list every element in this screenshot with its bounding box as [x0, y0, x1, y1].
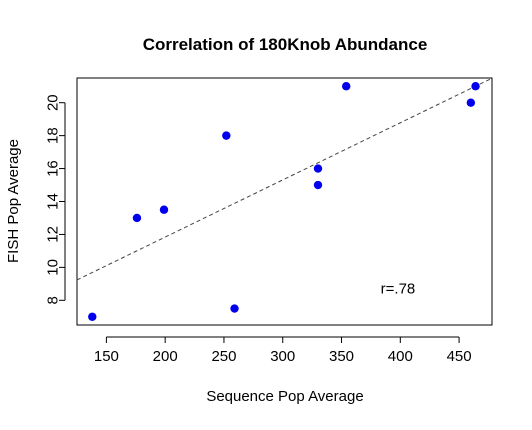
x-axis-label: Sequence Pop Average: [206, 388, 363, 405]
x-tick-label: 400: [388, 348, 413, 365]
y-tick-label: 12: [45, 226, 62, 243]
x-axis: 150 200 250 300 350 400 450: [94, 336, 472, 365]
data-point: [88, 312, 97, 321]
chart-title: Correlation of 180Knob Abundance: [143, 35, 428, 54]
data-point: [132, 213, 142, 223]
x-tick-label: 350: [329, 348, 354, 365]
x-tick-label: 300: [270, 348, 295, 365]
points-layer: [88, 82, 480, 321]
data-point: [471, 82, 480, 91]
y-axis: 8 10 12 14 16 18 20: [45, 94, 66, 304]
y-axis-label: FISH Pop Average: [5, 139, 22, 263]
x-tick-label: 200: [153, 348, 178, 365]
x-tick-label: 150: [94, 348, 119, 365]
data-point: [466, 98, 476, 107]
y-tick-label: 14: [45, 193, 62, 210]
data-point: [342, 82, 351, 91]
x-tick-label: 450: [447, 348, 472, 365]
y-tick-label: 16: [45, 160, 62, 177]
plot-frame: [76, 77, 493, 326]
y-tick-label: 8: [45, 296, 62, 304]
y-tick-label: 18: [45, 127, 62, 144]
trendline: [76, 77, 493, 281]
data-point: [222, 131, 231, 140]
x-tick-label: 250: [211, 348, 236, 365]
y-tick-label: 10: [45, 259, 62, 276]
y-tick-label: 20: [45, 94, 62, 111]
trendline-layer: [76, 77, 493, 281]
data-point: [230, 304, 239, 313]
correlation-annotation: r=.78: [381, 281, 416, 298]
data-point: [159, 205, 169, 214]
data-point: [313, 164, 323, 173]
data-point: [313, 180, 323, 190]
